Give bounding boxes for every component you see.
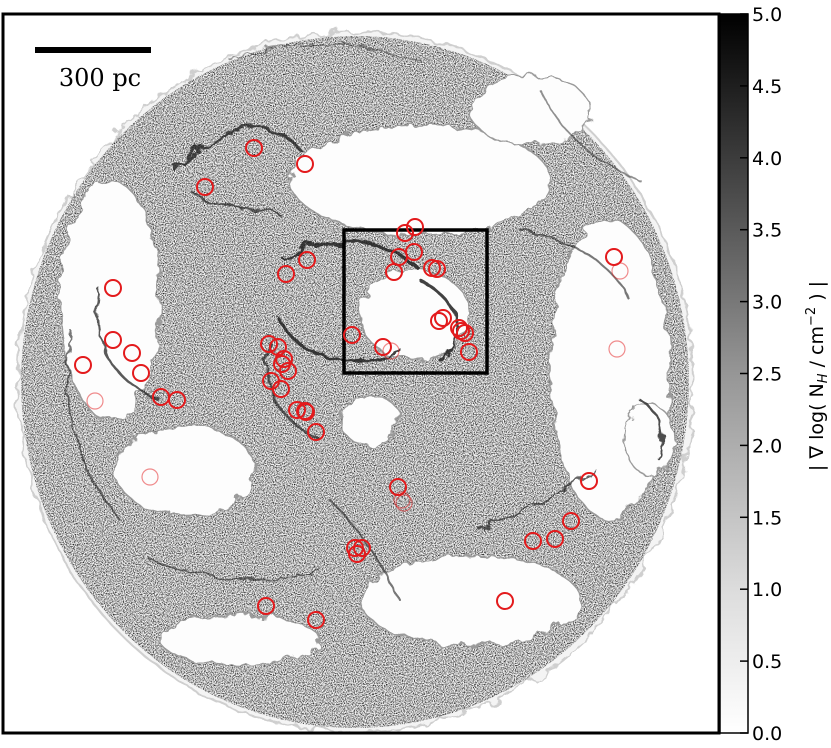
- zoom-region-box: [342, 228, 489, 375]
- clump-marker-circle: [298, 251, 316, 269]
- clump-marker-circle: [277, 265, 295, 283]
- clump-marker-circle: [288, 401, 306, 419]
- colorbar-label: | ∇ log( NH / cm−2 ) |: [804, 281, 831, 471]
- colorbar-tick-label: 2.0: [752, 435, 782, 457]
- clump-marker-circle: [374, 338, 392, 356]
- clump-marker-circle: [580, 472, 598, 490]
- clump-marker-circle: [396, 224, 414, 242]
- clump-marker-circle: [393, 491, 411, 509]
- clump-marker-circle: [385, 263, 403, 281]
- clump-marker-circle: [395, 494, 413, 512]
- clump-marker-circle: [272, 380, 290, 398]
- clump-marker-circle: [496, 592, 514, 610]
- clump-marker-circle: [343, 326, 361, 344]
- clump-marker-circle: [296, 155, 314, 173]
- clump-marker-circle: [382, 342, 400, 360]
- clump-markers: [74, 139, 629, 629]
- clump-marker-circle: [456, 324, 474, 342]
- galaxy-map: [3, 14, 719, 733]
- clump-marker-circle: [524, 532, 542, 550]
- clump-marker-circle: [86, 392, 104, 410]
- clump-marker-circle: [348, 545, 366, 563]
- clump-marker-circle: [104, 331, 122, 349]
- clump-marker-circle: [245, 139, 263, 157]
- colorbar: 0.0 0.5 1.0 1.5 2.0 2.5 3.0 3.5 4.0 4.5 5.0 | ∇ lo…: [719, 4, 831, 745]
- colorbar-tick-label: 0.5: [752, 651, 782, 673]
- clump-marker-circle: [434, 309, 452, 327]
- clump-marker-circle: [132, 364, 150, 382]
- colorbar-ticks: 0.0 0.5 1.0 1.5 2.0 2.5 3.0 3.5 4.0 4.5 5.0: [740, 4, 782, 745]
- clump-marker-circle: [450, 319, 468, 337]
- clump-marker-circle: [196, 178, 214, 196]
- clump-marker-circle: [307, 611, 325, 629]
- scale-bar: 300 pc: [35, 47, 151, 92]
- colorbar-tick-label: 4.0: [752, 148, 782, 170]
- clump-marker-circle: [123, 344, 141, 362]
- clump-marker-circle: [405, 243, 423, 261]
- colorbar-tick-label: 4.5: [752, 76, 782, 98]
- clump-marker-circle: [260, 335, 278, 353]
- scale-bar-line: [35, 47, 151, 53]
- colorbar-tick-label: 3.5: [752, 220, 782, 242]
- colorbar-tick-label: 5.0: [752, 4, 782, 26]
- clump-marker-circle: [562, 512, 580, 530]
- clump-marker-circle: [104, 279, 122, 297]
- clump-marker-circle: [168, 391, 186, 409]
- image-frame: [1, 12, 721, 735]
- colorbar-tick-label: 2.5: [752, 364, 782, 386]
- clump-marker-circle: [406, 218, 424, 236]
- clump-marker-circle: [307, 423, 325, 441]
- colorbar-tick-label: 0.0: [752, 723, 782, 745]
- clump-marker-circle: [74, 356, 92, 374]
- clump-marker-circle: [141, 468, 159, 486]
- clump-marker-circle: [353, 539, 371, 557]
- clump-marker-circle: [428, 260, 446, 278]
- clump-marker-circle: [546, 530, 564, 548]
- clump-marker-circle: [611, 262, 629, 280]
- clump-marker-circle: [430, 312, 448, 330]
- dense-filaments: [66, 44, 666, 601]
- colorbar-tick-label: 1.5: [752, 507, 782, 529]
- clump-marker-circle: [257, 597, 275, 615]
- clump-marker-circle: [389, 478, 407, 496]
- colorbar-tick-label: 3.0: [752, 292, 782, 314]
- clump-marker-circle: [460, 343, 478, 361]
- bubble-cavities: [59, 74, 676, 666]
- colorbar-tick-label: 1.0: [752, 579, 782, 601]
- clump-marker-circle: [279, 362, 297, 380]
- clump-marker-circle: [608, 340, 626, 358]
- scale-bar-label: 300 pc: [59, 64, 141, 92]
- clump-marker-circle: [296, 402, 314, 420]
